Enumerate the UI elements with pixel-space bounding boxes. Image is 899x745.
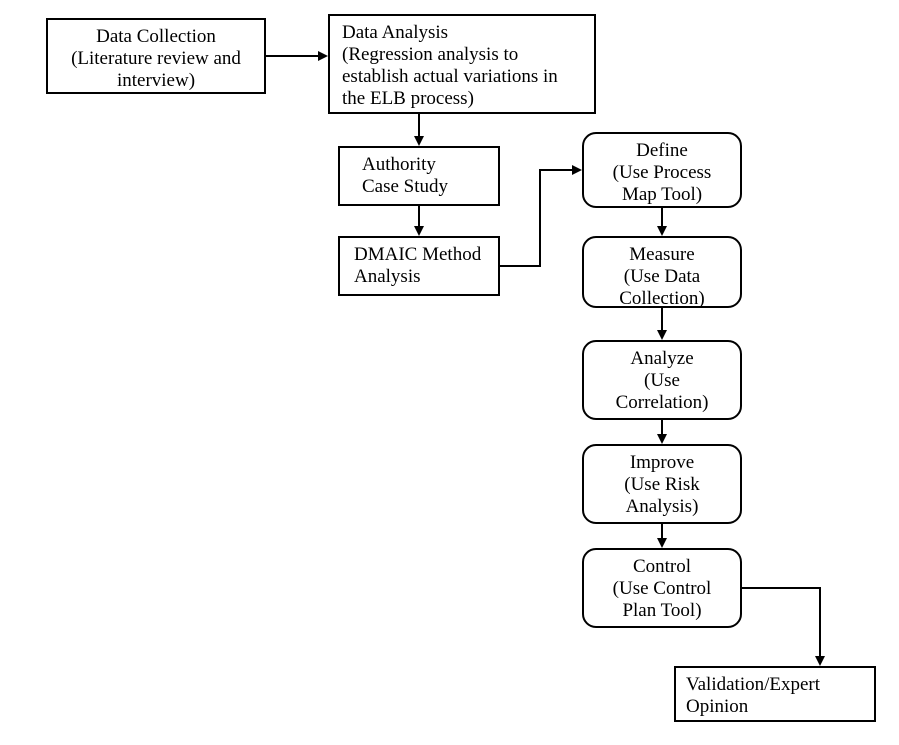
node-validation: Validation/Expert Opinion bbox=[674, 666, 876, 722]
edge-authority-to-dmaic-arrowhead bbox=[414, 226, 424, 236]
node-measure: Measure (Use Data Collection) bbox=[582, 236, 742, 308]
edge-control-to-validation bbox=[742, 588, 820, 656]
flowchart-canvas: Data Collection (Literature review and i… bbox=[0, 0, 899, 745]
edge-dmaic-to-define-arrowhead bbox=[572, 165, 582, 175]
node-control: Control (Use Control Plan Tool) bbox=[582, 548, 742, 628]
node-improve-label: Improve (Use Risk Analysis) bbox=[624, 452, 699, 517]
node-dmaic-method-label: DMAIC Method Analysis bbox=[354, 244, 481, 287]
node-authority-case-study: Authority Case Study bbox=[338, 146, 500, 206]
edge-data-collection-to-data-analysis-arrowhead bbox=[318, 51, 328, 61]
node-define: Define (Use Process Map Tool) bbox=[582, 132, 742, 208]
node-data-collection-label: Data Collection (Literature review and i… bbox=[71, 26, 241, 91]
node-data-analysis: Data Analysis (Regression analysis to es… bbox=[328, 14, 596, 114]
edge-control-to-validation-arrowhead bbox=[815, 656, 825, 666]
edge-improve-to-control-arrowhead bbox=[657, 538, 667, 548]
edge-measure-to-analyze-arrowhead bbox=[657, 330, 667, 340]
node-improve: Improve (Use Risk Analysis) bbox=[582, 444, 742, 524]
node-control-label: Control (Use Control Plan Tool) bbox=[613, 556, 712, 621]
node-analyze-label: Analyze (Use Correlation) bbox=[616, 348, 709, 413]
edge-define-to-measure-arrowhead bbox=[657, 226, 667, 236]
node-data-collection: Data Collection (Literature review and i… bbox=[46, 18, 266, 94]
node-define-label: Define (Use Process Map Tool) bbox=[613, 140, 712, 205]
edge-analyze-to-improve-arrowhead bbox=[657, 434, 667, 444]
node-measure-label: Measure (Use Data Collection) bbox=[619, 244, 704, 308]
edge-data-analysis-to-authority-arrowhead bbox=[414, 136, 424, 146]
node-analyze: Analyze (Use Correlation) bbox=[582, 340, 742, 420]
edge-dmaic-to-define bbox=[500, 170, 572, 266]
node-authority-case-study-label: Authority Case Study bbox=[362, 154, 448, 197]
node-dmaic-method: DMAIC Method Analysis bbox=[338, 236, 500, 296]
node-validation-label: Validation/Expert Opinion bbox=[686, 674, 820, 717]
node-data-analysis-label: Data Analysis (Regression analysis to es… bbox=[342, 22, 558, 109]
